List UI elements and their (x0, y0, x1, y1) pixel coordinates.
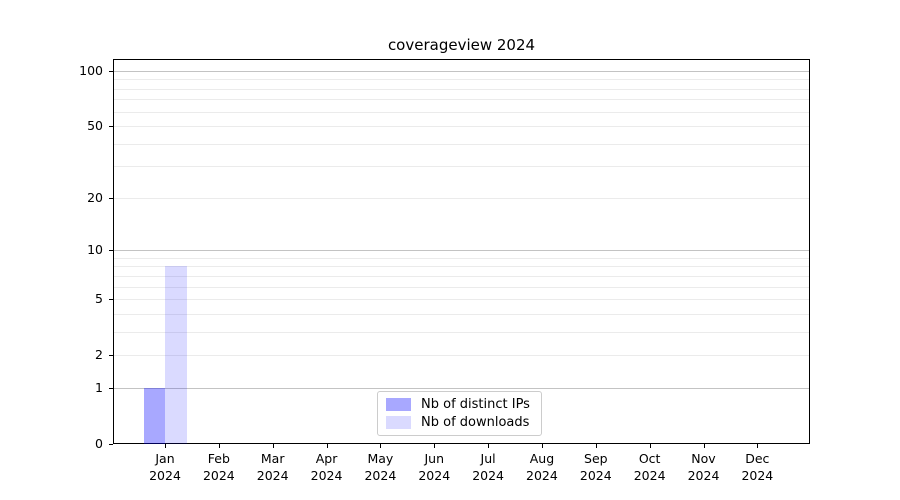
x-tick-label: Oct 2024 (618, 451, 682, 484)
x-tick-year: 2024 (687, 467, 720, 483)
x-tick-month: Nov (691, 451, 716, 466)
x-tick-year: 2024 (256, 467, 289, 483)
y-gridline-minor (114, 257, 809, 259)
legend-swatch-distinct-ips (386, 398, 411, 412)
x-tick-year: 2024 (633, 467, 666, 483)
y-tick-label: 5 (95, 291, 103, 307)
y-tick-label: 0 (95, 436, 103, 451)
y-gridline-major (114, 250, 809, 252)
x-tick-month: Mar (260, 451, 285, 466)
y-gridline-minor (114, 126, 809, 128)
y-tick-label: 10 (87, 242, 103, 258)
x-tick-label: Aug 2024 (510, 451, 574, 484)
x-tick-month: Jul (480, 451, 496, 466)
x-tick-mark (218, 444, 220, 448)
legend-item-downloads: Nb of downloads (386, 415, 533, 430)
x-tick-year: 2024 (741, 467, 774, 483)
y-tick-label: 2 (95, 347, 103, 363)
y-tick-mark (109, 387, 113, 389)
plot-area (113, 59, 810, 444)
x-tick-month: Jan (155, 451, 175, 466)
y-tick-label: 20 (87, 189, 103, 205)
x-tick-label: Apr 2024 (295, 451, 359, 484)
y-gridline-minor (114, 166, 809, 168)
x-tick-mark (380, 444, 382, 448)
y-tick-label: 1 (95, 379, 103, 395)
y-gridline-minor (114, 299, 809, 301)
x-tick-mark (595, 444, 597, 448)
x-tick-label: Jun 2024 (402, 451, 466, 484)
chart-title: coverageview 2024 (387, 36, 536, 54)
x-tick-year: 2024 (310, 467, 343, 483)
x-tick-label: May 2024 (348, 451, 412, 484)
y-gridline-major (114, 387, 809, 389)
x-tick-mark (165, 444, 166, 448)
y-gridline-minor (114, 79, 809, 81)
x-tick-label: Jan 2024 (133, 451, 197, 484)
x-tick-mark (434, 444, 436, 448)
x-tick-mark (703, 444, 705, 448)
x-tick-month: Feb (207, 451, 230, 466)
x-tick-month: Jun (424, 451, 445, 466)
x-tick-month: Apr (315, 451, 338, 466)
y-gridline-minor (114, 313, 809, 315)
x-tick-month: Aug (529, 451, 555, 466)
x-tick-year: 2024 (472, 467, 504, 483)
legend: Nb of distinct IPs Nb of downloads (377, 391, 542, 436)
y-tick-mark (109, 250, 113, 252)
y-gridline-minor (114, 286, 809, 288)
y-tick-mark (109, 355, 113, 357)
y-tick-mark (109, 126, 113, 128)
y-tick-label: 50 (87, 118, 103, 134)
legend-item-distinct-ips: Nb of distinct IPs (386, 397, 533, 412)
x-tick-mark (757, 444, 759, 448)
y-gridline-minor (114, 275, 809, 277)
x-tick-label: Dec 2024 (725, 451, 789, 484)
y-tick-mark (109, 444, 113, 445)
y-gridline-minor (114, 266, 809, 268)
x-tick-mark (649, 444, 651, 448)
x-tick-label: Feb 2024 (187, 451, 251, 484)
bar-nb-of-downloads (165, 266, 187, 444)
y-tick-mark (109, 299, 113, 301)
x-tick-mark (541, 444, 543, 448)
legend-label-downloads: Nb of downloads (421, 414, 530, 430)
x-tick-year: 2024 (149, 467, 181, 483)
x-tick-year: 2024 (418, 467, 451, 483)
x-tick-month: May (367, 451, 394, 466)
y-gridline-minor (114, 197, 809, 199)
x-tick-month: Sep (584, 451, 608, 466)
x-tick-label: Nov 2024 (672, 451, 736, 484)
y-gridline-major (114, 70, 809, 72)
x-tick-year: 2024 (526, 467, 558, 483)
x-tick-year: 2024 (202, 467, 235, 483)
x-tick-mark (272, 444, 274, 448)
y-gridline-minor (114, 88, 809, 90)
y-gridline-minor (114, 111, 809, 113)
x-tick-month: Dec (745, 451, 770, 466)
y-tick-mark (109, 70, 113, 72)
bar-nb-of-distinct-ips (143, 387, 165, 444)
y-tick-label: 100 (79, 62, 103, 78)
legend-swatch-downloads (386, 415, 411, 429)
x-tick-mark (488, 444, 490, 448)
x-tick-mark (326, 444, 328, 448)
y-gridline-minor (114, 331, 809, 333)
x-tick-label: Sep 2024 (564, 451, 628, 484)
y-gridline-minor (114, 99, 809, 101)
y-gridline-minor (114, 143, 809, 145)
x-tick-label: Jul 2024 (456, 451, 520, 484)
x-tick-year: 2024 (364, 467, 397, 483)
y-tick-mark (109, 197, 113, 199)
x-tick-month: Oct (638, 451, 661, 466)
x-tick-label: Mar 2024 (241, 451, 305, 484)
y-gridline-minor (114, 355, 809, 357)
legend-label-distinct-ips: Nb of distinct IPs (421, 397, 530, 413)
x-tick-year: 2024 (579, 467, 612, 483)
